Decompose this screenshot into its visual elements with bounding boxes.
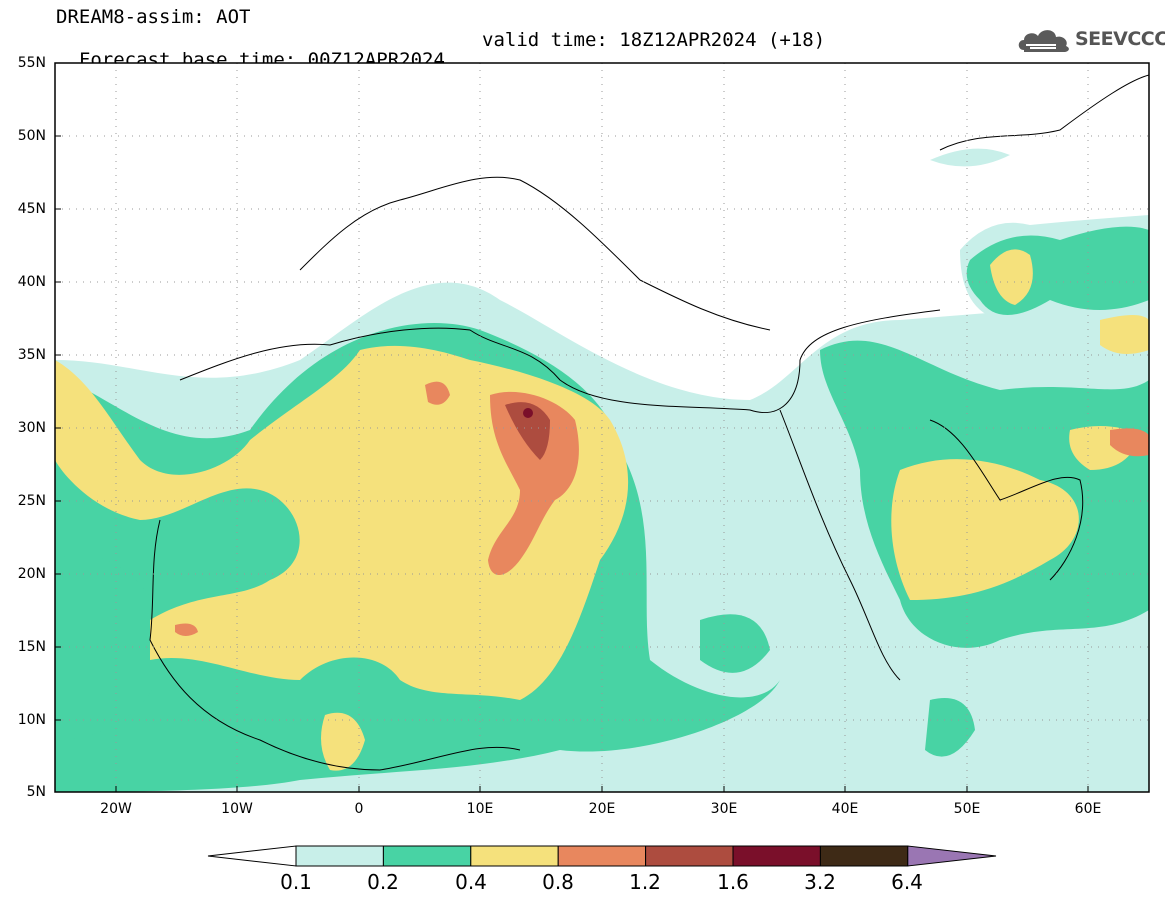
- lon-label: 20W: [100, 801, 132, 817]
- lat-label: 50N: [17, 128, 46, 144]
- lat-label: 55N: [17, 55, 46, 71]
- coastlines: [149, 74, 1149, 771]
- colorbar-box: [732, 845, 821, 867]
- lon-label: 30E: [710, 801, 738, 817]
- colorbar-box: [819, 845, 909, 867]
- colorbar-box: [382, 845, 472, 867]
- lon-label: 60E: [1074, 801, 1102, 817]
- colorbar-label: 1.2: [629, 870, 661, 894]
- lat-label: 30N: [17, 420, 46, 436]
- lat-label: 10N: [17, 712, 46, 728]
- colorbar-box: [557, 845, 647, 867]
- colorbar-label: 1.6: [717, 870, 749, 894]
- colorbar-box: [295, 845, 384, 867]
- aot-band-1.6: [523, 408, 533, 418]
- colorbar-under-triangle: [207, 845, 297, 867]
- lon-label: 40E: [831, 801, 859, 817]
- colorbar-over-triangle: [907, 845, 997, 867]
- lat-label: 15N: [17, 639, 46, 655]
- aot-band-0.8: [175, 381, 1149, 636]
- lat-label: 35N: [17, 347, 46, 363]
- lat-label: 25N: [17, 493, 46, 509]
- colorbar-box: [645, 845, 734, 867]
- lon-label: 20E: [588, 801, 616, 817]
- seevccc-logo: SEEVCCC: [1016, 24, 1165, 54]
- lon-label: 0: [354, 801, 364, 817]
- logo-text: SEEVCCC: [1075, 28, 1165, 50]
- axis-ticks: [55, 135, 1089, 792]
- colorbar-box: [470, 845, 559, 867]
- cloud-icon: [1018, 30, 1069, 52]
- valid-time: valid time: 18Z12APR2024 (+18): [482, 29, 826, 51]
- lon-label: 50E: [953, 801, 981, 817]
- lat-label: 5N: [26, 784, 46, 800]
- aot-band-1.2: [505, 402, 550, 460]
- colorbar-label: 0.1: [280, 870, 312, 894]
- lat-label: 45N: [17, 201, 46, 217]
- lon-label: 10W: [221, 801, 253, 817]
- lat-label: 20N: [17, 566, 46, 582]
- colorbar-label: 6.4: [891, 870, 923, 894]
- colorbar-label: 0.8: [542, 870, 574, 894]
- colorbar: [207, 845, 997, 867]
- lon-label: 10E: [466, 801, 494, 817]
- colorbar-label: 0.4: [455, 870, 487, 894]
- grid-lines: [55, 63, 1149, 792]
- lat-label: 40N: [17, 274, 46, 290]
- colorbar-label: 0.2: [367, 870, 399, 894]
- map-title: DREAM8-assim: AOT: [56, 6, 251, 28]
- colorbar-label: 3.2: [804, 870, 836, 894]
